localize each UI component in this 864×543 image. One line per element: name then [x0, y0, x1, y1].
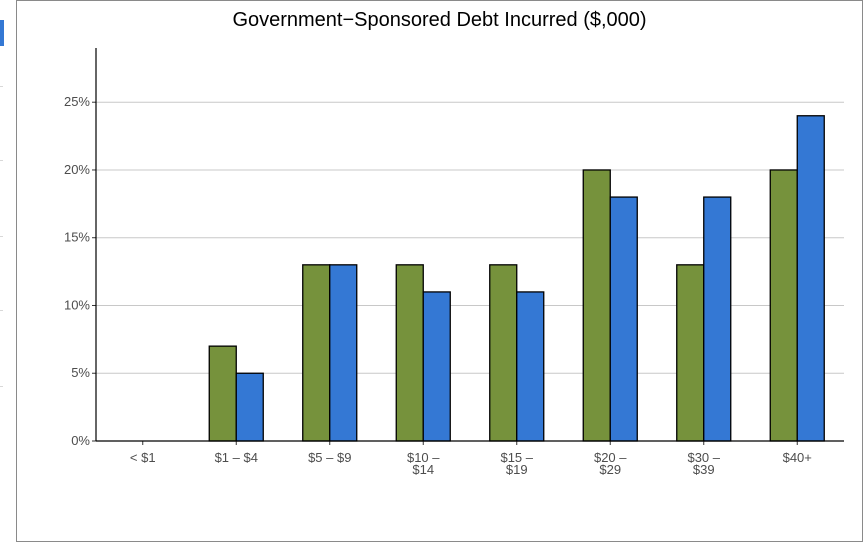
left-sidebar-strip: [0, 0, 16, 543]
y-tick-label: 15%: [64, 230, 90, 245]
x-tick-label: $15 –: [500, 450, 533, 465]
sidebar-divider: [0, 86, 3, 87]
bar-series-1: [489, 264, 518, 442]
x-tick-label: $19: [506, 462, 528, 477]
bar-series-2: [703, 196, 732, 442]
bar-series-2: [329, 264, 358, 442]
x-tick-label: $10 –: [407, 450, 440, 465]
bar-series-1: [769, 169, 798, 442]
bar-series-1: [302, 264, 331, 442]
x-tick-label: $39: [693, 462, 715, 477]
x-tick-label: $20 –: [594, 450, 627, 465]
x-tick-label: $40+: [783, 450, 812, 465]
sidebar-divider: [0, 236, 3, 237]
bar-series-2: [796, 115, 825, 442]
y-tick-label: 0%: [71, 433, 90, 448]
sidebar-divider: [0, 386, 3, 387]
bar-series-2: [235, 372, 264, 442]
y-tick-label: 10%: [64, 297, 90, 312]
y-tick-label: 5%: [71, 365, 90, 380]
sidebar-divider: [0, 160, 3, 161]
y-tick-label: 25%: [64, 94, 90, 109]
y-tick-label: 20%: [64, 162, 90, 177]
x-tick-label: $1 – $4: [215, 450, 258, 465]
chart-title: Government−Sponsored Debt Incurred ($,00…: [232, 9, 647, 31]
x-tick-label: $29: [599, 462, 621, 477]
x-tick-label: $5 – $9: [308, 450, 351, 465]
x-tick-label: < $1: [130, 450, 156, 465]
bar-series-1: [208, 345, 237, 442]
bar-series-2: [609, 196, 638, 442]
bar-series-1: [582, 169, 611, 442]
bar-series-2: [516, 291, 545, 442]
bar-series-1: [395, 264, 424, 442]
sidebar-selection-marker: [0, 20, 4, 46]
bar-series-1: [676, 264, 705, 442]
x-tick-label: $30 –: [687, 450, 720, 465]
bar-series-2: [422, 291, 451, 442]
x-tick-label: $14: [412, 462, 434, 477]
sidebar-divider: [0, 310, 3, 311]
